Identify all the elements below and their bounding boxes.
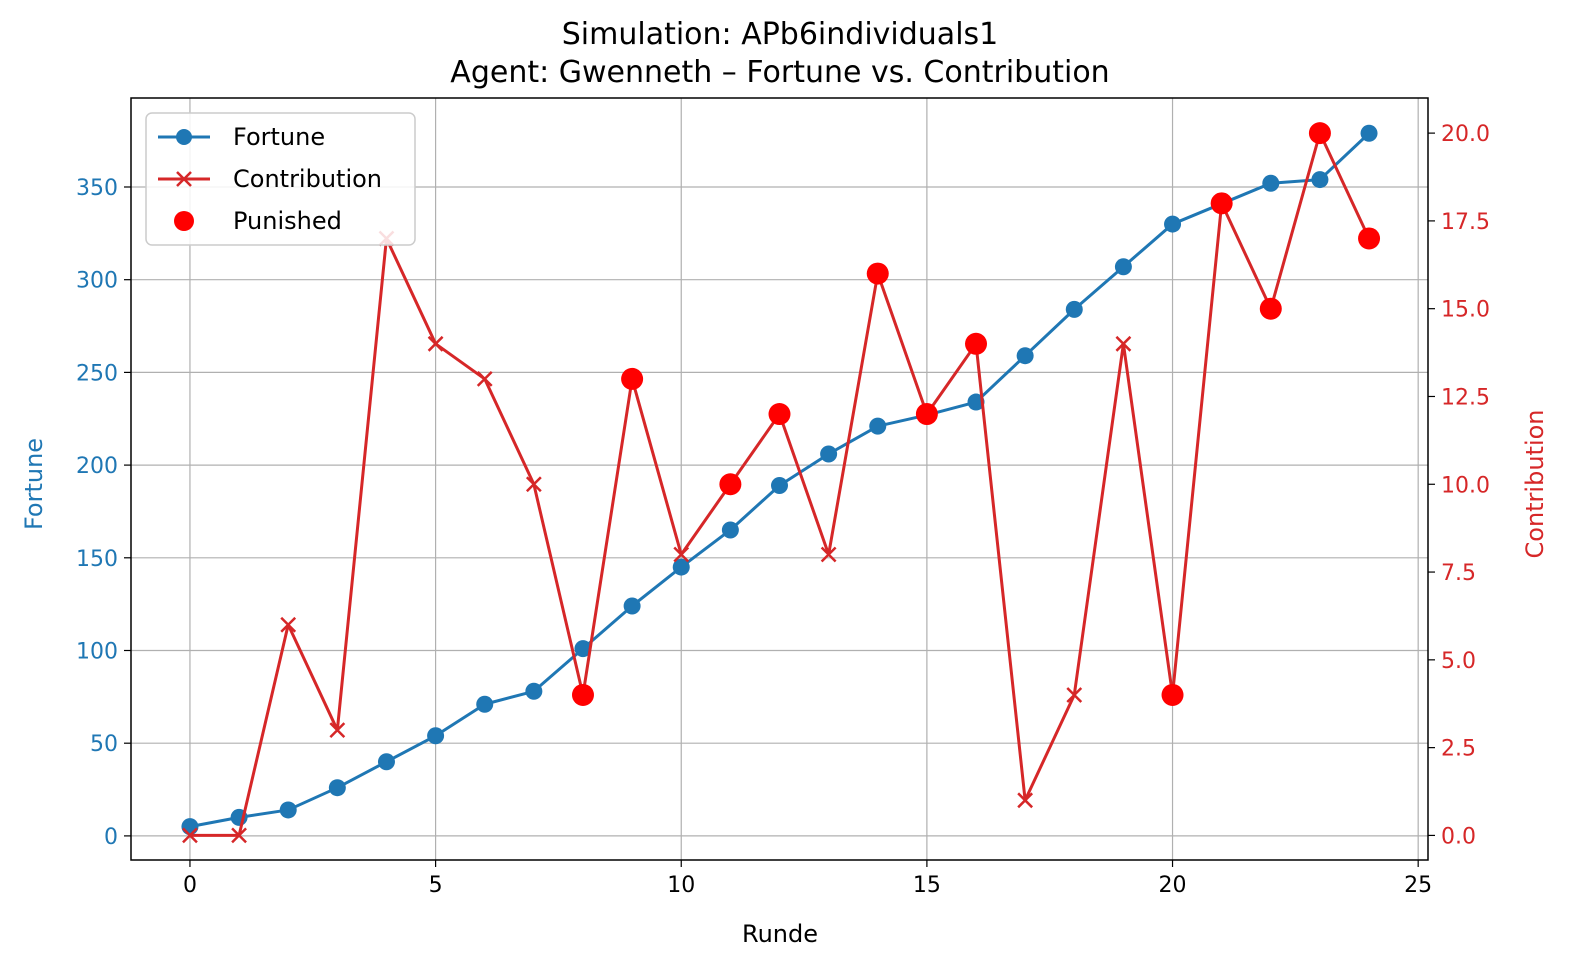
left-axis-label: Fortune xyxy=(20,438,48,530)
x-tick-label: 15 xyxy=(913,873,941,898)
fortune-point xyxy=(771,476,788,494)
left-tick-label: 0 xyxy=(104,825,118,850)
x-tick-label: 5 xyxy=(429,873,443,898)
left-tick-label: 200 xyxy=(76,454,118,479)
fortune-point xyxy=(1164,215,1182,233)
fortune-point xyxy=(328,779,346,797)
legend-punished-label: Punished xyxy=(233,207,342,235)
right-tick-label: 2.5 xyxy=(1441,737,1476,762)
plot-frame xyxy=(130,97,1429,861)
contribution-point xyxy=(673,546,690,563)
left-tick-label: 50 xyxy=(90,732,118,757)
punished-point xyxy=(719,473,742,496)
legend-punished-marker xyxy=(174,211,194,231)
fortune-point xyxy=(1262,174,1280,192)
left-tick-label: 250 xyxy=(76,361,118,386)
fortune-point xyxy=(279,801,297,819)
chart-title: Simulation: APb6individuals1 xyxy=(562,17,999,52)
right-tick-label: 5.0 xyxy=(1441,649,1476,674)
fortune-point xyxy=(820,445,838,463)
punished-point xyxy=(1259,297,1282,320)
left-tick-label: 100 xyxy=(76,639,118,664)
fortune-point xyxy=(1016,347,1034,365)
x-tick-label: 0 xyxy=(183,873,197,898)
fortune-point xyxy=(623,597,641,615)
punished-point xyxy=(1210,192,1233,215)
contribution-point xyxy=(476,371,493,387)
fortune-point xyxy=(869,417,887,435)
right-tick-label: 20.0 xyxy=(1441,122,1490,147)
contribution-point xyxy=(1017,792,1034,809)
fortune-point xyxy=(1114,258,1132,276)
fortune-point xyxy=(1311,171,1329,189)
fortune-point xyxy=(427,727,445,745)
legend-box xyxy=(145,112,416,246)
contribution-point xyxy=(1115,335,1132,352)
x-axis-label: Runde xyxy=(742,920,818,948)
contribution-point xyxy=(231,827,247,844)
right-tick-label: 15.0 xyxy=(1441,298,1490,323)
right-tick-label: 10.0 xyxy=(1441,473,1490,498)
grid xyxy=(131,98,1428,860)
right-axis-ticks: 0.0 2.5 5.0 7.5 10.0 12.5 15.0 17.5 20.0 xyxy=(1428,122,1490,849)
fortune-point xyxy=(721,521,739,539)
fortune-point xyxy=(967,393,985,411)
legend-fortune-marker xyxy=(176,129,192,145)
left-axis-ticks: 0 50 100 150 200 250 300 350 xyxy=(76,176,131,850)
left-tick-label: 150 xyxy=(76,547,118,572)
fortune-point xyxy=(574,640,592,658)
right-tick-label: 17.5 xyxy=(1441,210,1490,235)
fortune-point xyxy=(1065,300,1083,318)
fortune-point xyxy=(525,682,543,700)
fortune-point xyxy=(672,558,690,576)
x-tick-label: 20 xyxy=(1159,873,1187,898)
contribution-point xyxy=(280,616,297,633)
fortune-point xyxy=(1360,124,1378,142)
punished-point xyxy=(1358,227,1381,250)
fortune-series xyxy=(181,124,1378,836)
punished-point xyxy=(1161,683,1184,706)
left-tick-label: 350 xyxy=(76,176,118,201)
right-tick-label: 12.5 xyxy=(1441,385,1490,410)
fortune-point xyxy=(377,753,395,771)
x-axis-ticks: 0 5 10 15 20 25 xyxy=(183,860,1432,898)
x-tick-label: 10 xyxy=(667,873,695,898)
punished-point xyxy=(866,262,889,285)
punished-point xyxy=(768,403,791,426)
fortune-point xyxy=(181,818,199,836)
left-tick-label: 300 xyxy=(76,269,118,294)
right-tick-label: 7.5 xyxy=(1441,561,1476,586)
punished-point xyxy=(1308,122,1331,145)
legend-contribution-label: Contribution xyxy=(233,165,382,193)
right-axis-label: Contribution xyxy=(1521,409,1549,558)
right-tick-label: 0.0 xyxy=(1441,824,1476,849)
legend-contribution-marker xyxy=(176,171,192,187)
chart-subtitle: Agent: Gwenneth – Fortune vs. Contributi… xyxy=(450,55,1109,90)
punished-point xyxy=(571,683,594,706)
x-tick-label: 25 xyxy=(1404,873,1432,898)
contribution-point xyxy=(525,476,542,493)
contribution-point xyxy=(182,827,198,844)
fortune-point xyxy=(476,695,494,713)
contribution-point xyxy=(1066,687,1083,703)
punished-point xyxy=(965,332,988,355)
punished-point xyxy=(621,367,644,390)
punished-series xyxy=(571,122,1381,706)
legend: Fortune Contribution Punished xyxy=(145,112,416,246)
contribution-point xyxy=(427,335,444,352)
contribution-point xyxy=(329,722,346,738)
legend-fortune-label: Fortune xyxy=(233,123,325,151)
contribution-point xyxy=(820,546,837,563)
punished-point xyxy=(915,403,938,426)
